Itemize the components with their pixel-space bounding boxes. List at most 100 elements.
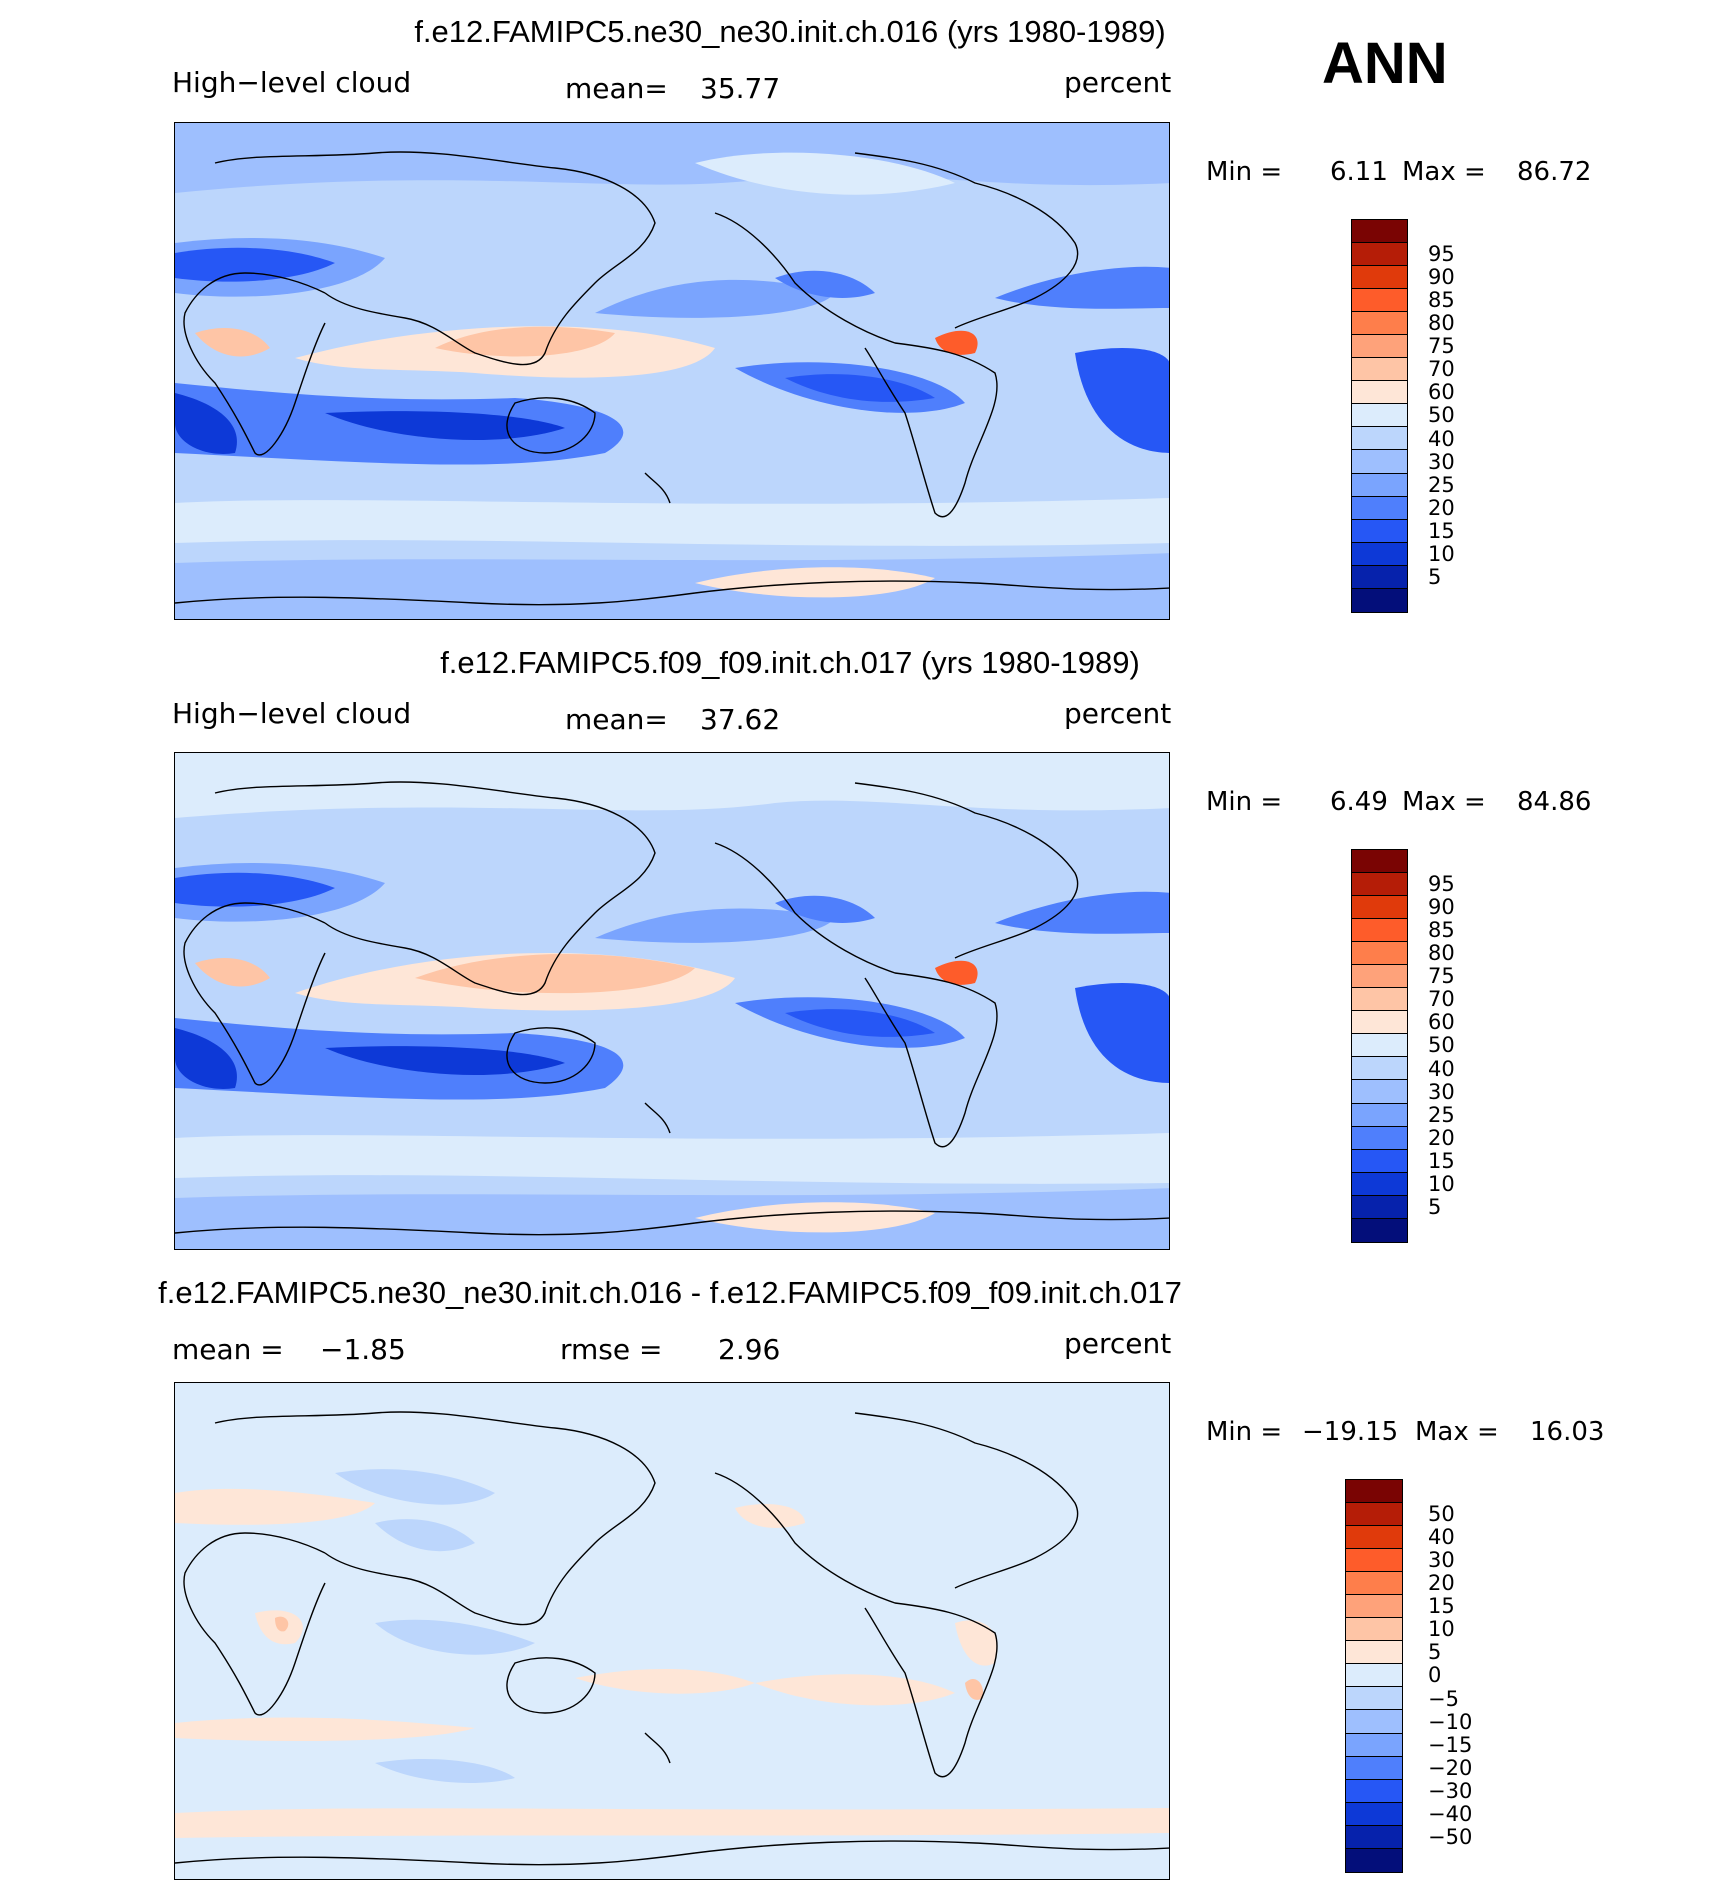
colorbar-tick-label: 40 [1428,426,1455,451]
panel3-map [174,1382,1170,1880]
panel3-mean-value: −1.85 [320,1333,406,1366]
panel3-title: f.e12.FAMIPC5.ne30_ne30.init.ch.016 - f.… [158,1275,1182,1310]
colorbar-tick-label: 30 [1428,1079,1455,1104]
panel1-colorbar [1351,219,1408,613]
colorbar-tick-label: 80 [1428,941,1455,966]
colorbar-tick-label: 75 [1428,964,1455,989]
colorbar-swatch [1346,1595,1402,1619]
panel3-colorbar-ticks: 50 40 30 20 15 10 5 0 −5 −10 −15 −20 −30 −40 −50 [1428,1479,1488,1873]
colorbar-swatch [1352,289,1407,313]
panel1-variable-label: High−level cloud [172,66,412,99]
colorbar-swatch [1352,266,1407,290]
colorbar-tick-label: 75 [1428,334,1455,359]
colorbar-swatch [1352,588,1407,612]
colorbar-swatch [1346,1549,1402,1573]
panel2-units: percent [1064,697,1172,730]
colorbar-swatch [1352,942,1407,966]
colorbar-tick-label: 40 [1428,1056,1455,1081]
colorbar-tick-label: 90 [1428,895,1455,920]
panel1-max-label: Max = [1402,157,1486,187]
colorbar-swatch [1352,404,1407,428]
colorbar-tick-label: 80 [1428,311,1455,336]
panel3-min-value: −19.15 [1302,1417,1399,1447]
panel2-variable-label: High−level cloud [172,697,412,730]
panel1-map [174,122,1170,620]
colorbar-tick-label: 95 [1428,242,1455,267]
colorbar-tick-label: 20 [1428,1571,1455,1596]
panel2-mean-value: 37.62 [700,703,781,736]
colorbar-swatch [1352,1011,1407,1035]
colorbar-swatch [1352,496,1407,520]
colorbar-swatch [1352,1172,1407,1196]
colorbar-swatch [1346,1710,1402,1734]
panel1-map-field [175,123,1169,619]
colorbar-tick-label: 50 [1428,1502,1455,1527]
colorbar-swatch [1352,335,1407,359]
colorbar-tick-label: 50 [1428,1033,1455,1058]
colorbar-tick-label: 30 [1428,1548,1455,1573]
panel1-mean-value: 35.77 [700,72,781,105]
colorbar-tick-label: 50 [1428,403,1455,428]
colorbar-swatch [1352,473,1407,497]
colorbar-swatch [1346,1618,1402,1642]
colorbar-tick-label: 0 [1428,1663,1442,1688]
colorbar-tick-label: −20 [1428,1755,1473,1780]
colorbar-swatch [1346,1664,1402,1688]
panel1-min-value: 6.11 [1330,157,1388,187]
colorbar-swatch [1352,1149,1407,1173]
colorbar-swatch [1352,965,1407,989]
colorbar-swatch [1352,1103,1407,1127]
colorbar-tick-label: 10 [1428,1171,1455,1196]
colorbar-tick-label: −10 [1428,1709,1473,1734]
panel2-min-label: Min = [1206,787,1283,817]
colorbar-tick-label: 30 [1428,449,1455,474]
colorbar-tick-label: 90 [1428,265,1455,290]
colorbar-swatch [1352,542,1407,566]
panel1-title: f.e12.FAMIPC5.ne30_ne30.init.ch.016 (yrs… [414,14,1166,49]
colorbar-swatch [1346,1756,1402,1780]
colorbar-tick-label: 40 [1428,1525,1455,1550]
panel2-max-label: Max = [1402,787,1486,817]
colorbar-tick-label: 85 [1428,288,1455,313]
colorbar-tick-label: 60 [1428,380,1455,405]
colorbar-swatch [1346,1825,1402,1849]
colorbar-swatch [1346,1480,1402,1504]
panel2-map [174,752,1170,1250]
panel1-max-value: 86.72 [1517,157,1592,187]
colorbar-tick-label: 25 [1428,1102,1455,1127]
panel3-units: percent [1064,1327,1172,1360]
colorbar-tick-label: −5 [1428,1686,1459,1711]
colorbar-tick-label: 5 [1428,1194,1442,1219]
colorbar-swatch [1352,850,1407,874]
colorbar-swatch [1346,1848,1402,1872]
colorbar-tick-label: 15 [1428,518,1455,543]
colorbar-tick-label: −40 [1428,1801,1473,1826]
colorbar-swatch [1352,312,1407,336]
panel1-min-label: Min = [1206,157,1283,187]
panel3-map-field [175,1383,1169,1879]
colorbar-tick-label: 5 [1428,564,1442,589]
colorbar-tick-label: 70 [1428,357,1455,382]
panel2-mean-label: mean= [565,703,668,736]
colorbar-swatch [1352,450,1407,474]
colorbar-swatch [1352,220,1407,244]
colorbar-swatch [1346,1526,1402,1550]
panel2-title: f.e12.FAMIPC5.f09_f09.init.ch.017 (yrs 1… [440,645,1140,680]
panel2-map-field [175,753,1169,1249]
panel2-colorbar-ticks: 95 90 85 80 75 70 60 50 40 30 25 20 15 10 5 [1428,849,1488,1243]
panel3-colorbar [1345,1479,1403,1873]
panel3-mean-label: mean = [172,1333,284,1366]
panel1-units: percent [1064,66,1172,99]
colorbar-tick-label: 5 [1428,1640,1442,1665]
colorbar-swatch [1352,358,1407,382]
colorbar-swatch [1352,1080,1407,1104]
colorbar-tick-label: −50 [1428,1824,1473,1849]
colorbar-tick-label: 60 [1428,1010,1455,1035]
panel3-rmse-label: rmse = [560,1333,663,1366]
colorbar-swatch [1352,381,1407,405]
colorbar-tick-label: 20 [1428,495,1455,520]
colorbar-swatch [1352,896,1407,920]
colorbar-swatch [1352,1057,1407,1081]
colorbar-swatch [1346,1572,1402,1596]
panel1-mean-label: mean= [565,72,668,105]
